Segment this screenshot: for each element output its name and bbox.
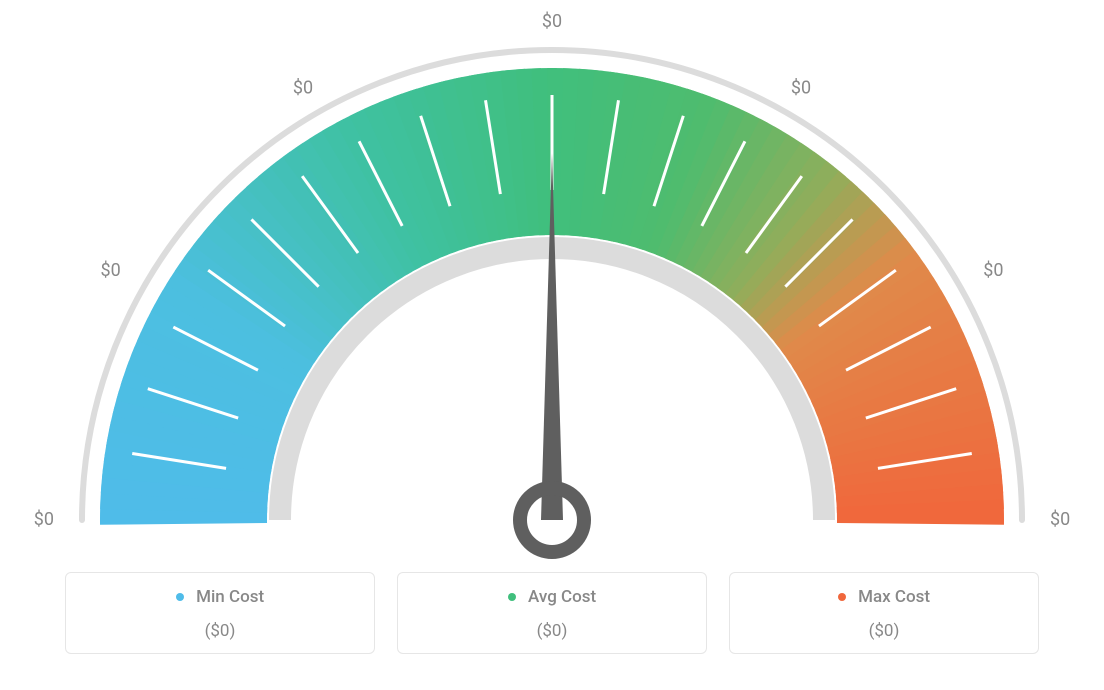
legend-label-text: Min Cost <box>196 587 264 607</box>
legend-label-text: Avg Cost <box>528 587 596 607</box>
dot-icon <box>838 593 846 601</box>
legend-card-avg: Avg Cost ($0) <box>397 572 707 654</box>
legend-card-max: Max Cost ($0) <box>729 572 1039 654</box>
dot-icon <box>508 593 516 601</box>
legend-row: Min Cost ($0) Avg Cost ($0) Max Cost ($0… <box>0 572 1104 654</box>
legend-value-max: ($0) <box>740 621 1028 641</box>
gauge-tick-label: $0 <box>1050 509 1070 530</box>
gauge-chart-card: $0 $0 $0 $0 $0 $0 $0 Min Cost ($0) Avg Cost ($… <box>0 0 1104 690</box>
gauge-tick-label: $0 <box>34 509 54 530</box>
gauge-tick-label: $0 <box>983 260 1003 281</box>
legend-card-min: Min Cost ($0) <box>65 572 375 654</box>
legend-value-avg: ($0) <box>408 621 696 641</box>
legend-label-min: Min Cost <box>76 587 364 607</box>
gauge-tick-label: $0 <box>293 77 313 98</box>
legend-label-text: Max Cost <box>858 587 930 607</box>
gauge-area: $0 $0 $0 $0 $0 $0 $0 <box>0 0 1104 560</box>
legend-label-max: Max Cost <box>740 587 1028 607</box>
cost-gauge: $0 $0 $0 $0 $0 $0 $0 <box>0 0 1104 560</box>
gauge-tick-label: $0 <box>542 11 562 32</box>
legend-label-avg: Avg Cost <box>408 587 696 607</box>
gauge-tick-label: $0 <box>791 77 811 98</box>
dot-icon <box>176 593 184 601</box>
gauge-tick-label: $0 <box>100 260 120 281</box>
legend-value-min: ($0) <box>76 621 364 641</box>
